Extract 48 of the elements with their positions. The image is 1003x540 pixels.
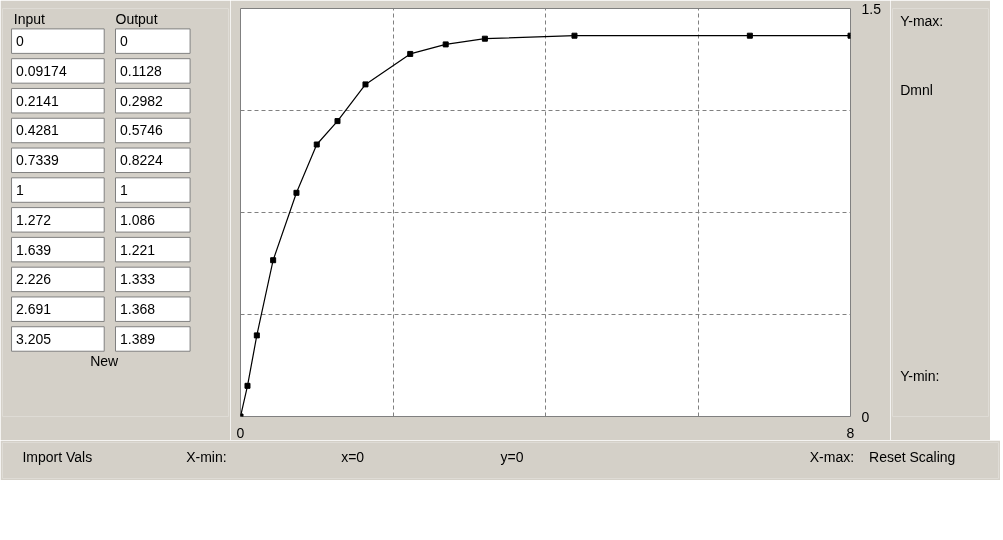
text: 1.368: [120, 301, 156, 318]
point: [442, 41, 449, 48]
text: 2.691: [16, 301, 52, 318]
text: 1: [16, 182, 25, 199]
text: 1.333: [120, 271, 156, 288]
text: Output: [115, 10, 158, 27]
point: [746, 32, 753, 39]
text: 1.221: [120, 241, 156, 258]
text: 0: [16, 33, 25, 50]
text: x=0: [341, 448, 365, 465]
text: 0.8224: [120, 152, 164, 169]
point: [293, 189, 300, 196]
point: [407, 50, 414, 57]
point: [270, 257, 277, 264]
text: 1.639: [16, 241, 52, 258]
text: 0.7339: [16, 152, 60, 169]
text: 0: [120, 33, 129, 50]
text: X-max:: [809, 448, 855, 465]
text: y=0: [500, 448, 524, 465]
text: 1.272: [16, 211, 52, 228]
text: Import Vals: [22, 448, 93, 465]
y-tick-label: 1.5: [861, 0, 882, 17]
x-tick-label: 8: [846, 424, 855, 441]
text: Input: [13, 10, 46, 27]
text: 0.1128: [120, 62, 163, 79]
text: 1.086: [120, 211, 156, 228]
text: 1: [120, 182, 129, 199]
text: Reset Scaling: [869, 448, 956, 465]
text: 0.2982: [120, 92, 164, 109]
point: [481, 35, 488, 42]
point: [362, 81, 369, 88]
point: [313, 141, 320, 148]
text: 3.205: [16, 330, 52, 347]
text: 1.389: [120, 330, 156, 347]
text: New: [90, 352, 120, 369]
point: [253, 332, 260, 339]
text: 0.5746: [120, 122, 164, 139]
text: Dmnl: [900, 82, 933, 99]
point: [571, 32, 578, 39]
point: [334, 118, 341, 125]
text: 0.09174: [16, 62, 67, 79]
text: 2.226: [16, 271, 52, 288]
text: Y-min:: [900, 367, 940, 384]
text: 0.2141: [16, 92, 60, 109]
text: 0.4281: [16, 122, 60, 139]
text: X-min:: [186, 448, 227, 465]
text: Y-max:: [900, 12, 944, 29]
point: [244, 382, 251, 389]
